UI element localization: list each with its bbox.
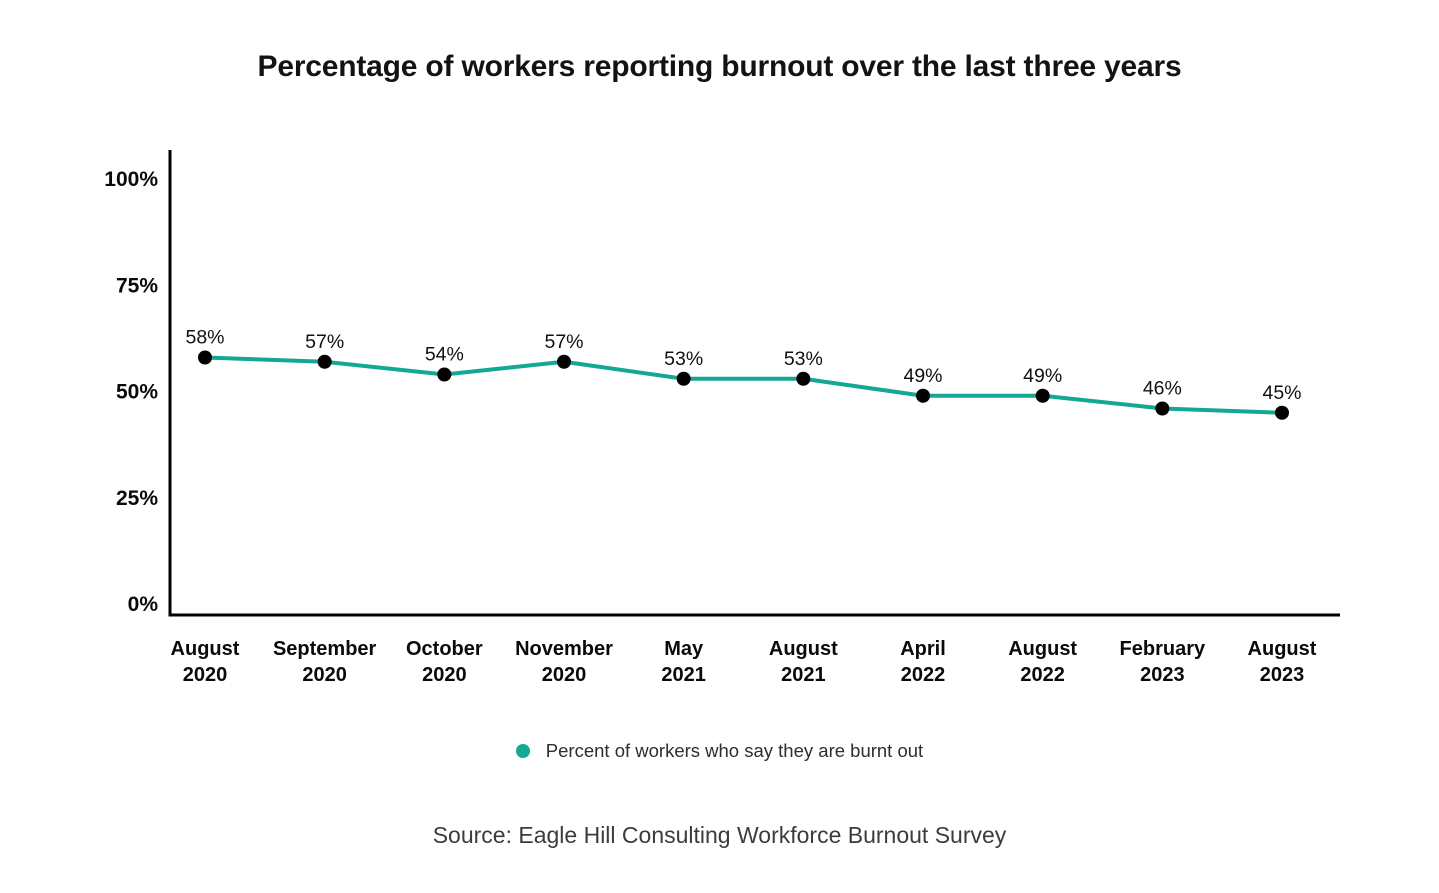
x-tick-label: September 2020 <box>273 638 377 686</box>
x-tick-label: April 2022 <box>900 638 946 686</box>
chart-title: Percentage of workers reporting burnout … <box>257 50 1182 83</box>
data-point-label: 58% <box>185 327 224 349</box>
data-point <box>317 354 332 369</box>
data-point <box>198 350 212 365</box>
data-point-label: 49% <box>903 365 942 387</box>
data-point <box>1035 388 1050 403</box>
data-point-label: 49% <box>1023 365 1062 387</box>
line-chart: 0% 25% 50% 75% 100% August 2020 September 2020 Oc… <box>104 150 1340 686</box>
data-point-label: 46% <box>1143 378 1182 400</box>
data-point-label: 54% <box>425 344 464 366</box>
data-point <box>1155 401 1170 416</box>
data-point <box>916 388 930 403</box>
x-tick-label: February 2023 <box>1120 638 1206 686</box>
y-tick-label: 100% <box>104 168 158 191</box>
y-tick-label: 0% <box>128 593 159 616</box>
source-caption: Source: Eagle Hill Consulting Workforce … <box>432 822 1007 848</box>
x-tick-label: October 2020 <box>406 638 483 686</box>
x-tick-label: August 2021 <box>769 638 838 686</box>
x-tick-label: May 2021 <box>661 638 706 686</box>
data-point-label: 57% <box>305 331 344 353</box>
data-point-label: 45% <box>1262 382 1301 404</box>
x-tick-label: November 2020 <box>515 638 613 686</box>
y-tick-label: 50% <box>116 381 158 404</box>
data-point <box>437 367 452 382</box>
legend-label: Percent of workers who say they are burn… <box>545 740 924 761</box>
x-tick-label: August 2022 <box>1008 638 1077 686</box>
data-point <box>557 354 571 369</box>
data-point <box>676 371 691 386</box>
x-tick-label: August 2023 <box>1248 638 1317 686</box>
legend-marker-icon <box>515 744 530 758</box>
legend: Percent of workers who say they are burn… <box>0 740 1439 762</box>
x-tick-label: August 2020 <box>171 638 240 686</box>
data-point <box>1275 405 1289 420</box>
data-point <box>796 371 811 386</box>
data-point-label: 53% <box>784 348 823 370</box>
y-tick-label: 75% <box>116 274 158 297</box>
data-point-label: 53% <box>664 348 703 370</box>
y-tick-label: 25% <box>116 487 158 510</box>
series-line <box>203 355 1284 415</box>
data-point-label: 57% <box>544 331 583 353</box>
